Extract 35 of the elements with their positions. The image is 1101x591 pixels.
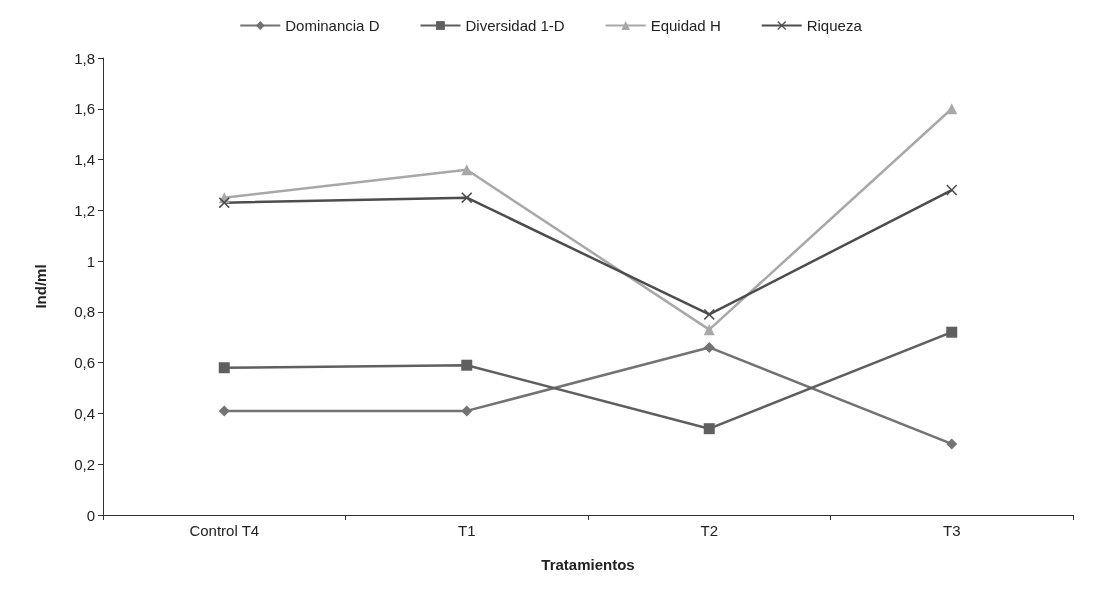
y-tick-label: 1,4 [74, 151, 95, 169]
y-tick-label: 0,6 [74, 354, 95, 372]
y-tick-label: 0,4 [74, 404, 95, 422]
y-tick-label: 0,8 [74, 303, 95, 321]
x-axis-title: Tratamientos [541, 556, 635, 573]
point [946, 103, 958, 115]
x-tick-label: T3 [942, 522, 961, 539]
y-tick-label: 1,2 [74, 201, 95, 219]
x-tick-label: T2 [700, 522, 719, 539]
point [218, 362, 230, 374]
y-tick-label: 0 [86, 506, 95, 524]
legend-label: Riqueza [806, 17, 863, 34]
point [946, 438, 958, 450]
point [218, 405, 230, 417]
point [461, 359, 473, 371]
point [703, 423, 715, 435]
point [703, 324, 715, 336]
y-tick-label: 1,6 [74, 100, 95, 118]
y-axis-title: Ind/ml [32, 264, 49, 309]
y-tick-label: 1 [86, 252, 95, 270]
point [703, 341, 715, 353]
legend-label: Dominancia D [285, 17, 380, 34]
point [946, 184, 958, 196]
x-tick-label: T1 [457, 522, 476, 539]
point [946, 326, 958, 338]
point [218, 197, 230, 209]
legend-label: Diversidad 1-D [465, 17, 565, 34]
point [461, 192, 473, 204]
y-tick-label: 0,2 [74, 455, 95, 473]
point [461, 164, 473, 176]
y-tick-label: 1,8 [74, 49, 95, 67]
point [703, 308, 715, 320]
x-tick-label: Control T4 [189, 522, 260, 539]
legend-label: Equidad H [650, 17, 721, 34]
point [461, 405, 473, 417]
